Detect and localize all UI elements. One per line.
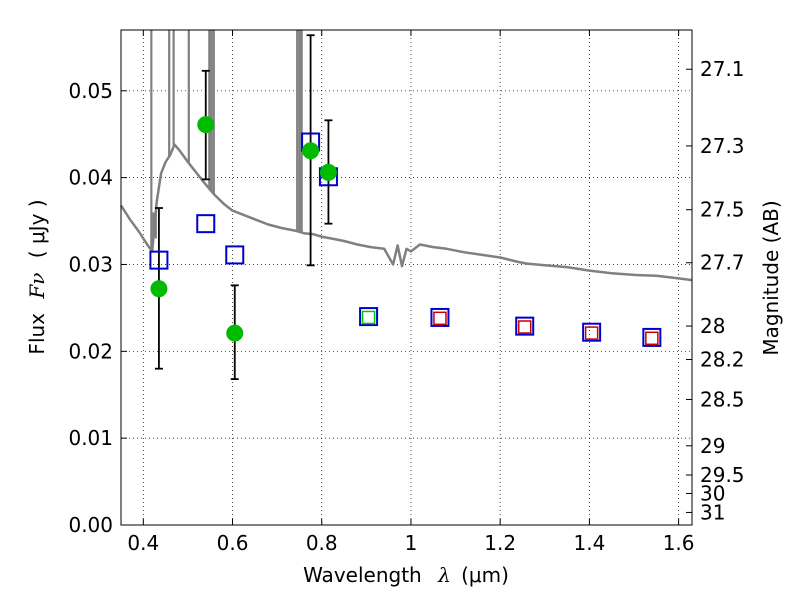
y-axis-ticks: 0.00 0.01 0.02 0.03 0.04 0.05 (68, 79, 127, 537)
plot-background (121, 30, 692, 525)
x-tick-label: 1 (405, 531, 418, 555)
mag-tick-label: 31 (700, 500, 725, 524)
y-axis-label: Flux Fν ( μJy ) (25, 199, 49, 354)
x-tick-label: 0.6 (217, 531, 249, 555)
y-tick-label: 0.01 (68, 426, 113, 450)
observed-point (197, 116, 215, 134)
observed-point (319, 163, 337, 181)
observed-point (302, 142, 320, 160)
predicted-box (645, 331, 659, 346)
predicted-box (584, 326, 599, 340)
model-box (515, 316, 535, 336)
y-tick-label: 0.05 (68, 79, 113, 103)
x-axis-label-text: Wavelength (303, 563, 422, 587)
grid-lines (121, 30, 692, 526)
x-axis-label-unit: (μm) (461, 563, 509, 587)
y-tick-label: 0.03 (68, 252, 113, 276)
mag-tick-label: 28.5 (700, 387, 745, 411)
model-box (430, 307, 450, 327)
mag-tick-label: 29 (700, 434, 725, 458)
observed-point (150, 280, 168, 298)
y-tick-label: 0.00 (68, 513, 113, 537)
x-axis-label-symbol: λ (437, 563, 451, 587)
model-box (149, 250, 169, 270)
mag-tick-label: 29.5 (700, 463, 745, 487)
model-box (359, 307, 379, 327)
x-tick-label: 0.4 (127, 531, 159, 555)
predicted-box (433, 311, 447, 326)
x-tick-label: 1.6 (663, 531, 695, 555)
y-axis-label-text: Flux (25, 313, 49, 355)
y2-axis-label: Magnitude (AB) (759, 200, 783, 355)
y-axis-label-unit: ( μJy ) (25, 199, 49, 258)
mag-tick-label: 27.7 (700, 251, 745, 275)
spectrum-line (119, 143, 693, 282)
mag-tick-label: 28 (700, 314, 725, 338)
x-axis-ticks: 0.4 0.6 0.8 1 1.2 1.4 1.6 (127, 30, 695, 555)
mag-tick-label: 27.5 (700, 198, 745, 222)
model-box (642, 327, 662, 347)
model-photometry (149, 132, 662, 347)
mag-tick-label: 30 (700, 481, 725, 505)
y-axis-label-symbol: Fν (25, 273, 49, 300)
model-spectrum (119, 30, 693, 282)
model-box (582, 322, 602, 342)
predicted-box (517, 320, 532, 334)
mag-tick-label: 28.2 (700, 348, 745, 372)
y-tick-label: 0.02 (68, 339, 113, 363)
observed-photometry (150, 116, 337, 342)
model-box (196, 214, 216, 234)
observed-point (226, 324, 244, 342)
mag-tick-label: 27.3 (700, 134, 745, 158)
y-tick-label: 0.04 (68, 166, 113, 190)
x-tick-label: 1.4 (573, 531, 605, 555)
plot-frame (120, 29, 693, 526)
x-tick-label: 1.2 (484, 531, 516, 555)
model-box (225, 245, 245, 265)
predicted-box (361, 310, 376, 325)
predicted-photometry (361, 310, 659, 346)
x-tick-label: 0.8 (306, 531, 338, 555)
x-axis-label: Wavelength λ (μm) (303, 563, 509, 587)
mag-tick-label: 27.1 (700, 57, 745, 81)
